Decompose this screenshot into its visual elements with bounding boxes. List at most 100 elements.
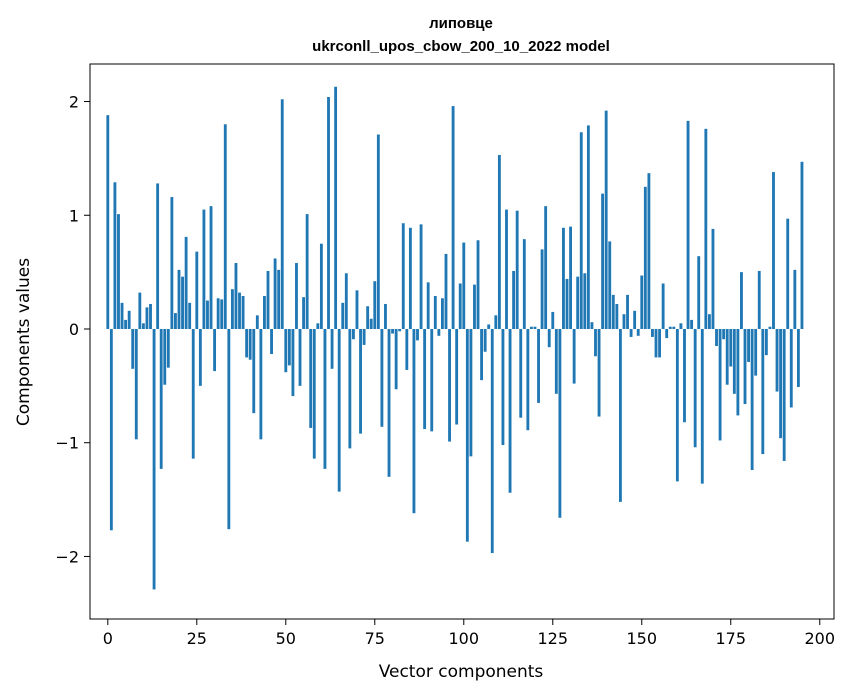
bar — [611, 294, 615, 329]
bar — [480, 328, 484, 381]
bar — [583, 273, 587, 329]
bar — [654, 328, 658, 358]
bar — [707, 314, 711, 329]
bar — [348, 328, 352, 449]
bar — [238, 292, 241, 329]
bar — [565, 278, 569, 329]
bar — [366, 306, 370, 329]
x-axis-ticks: 0 25 50 75 100 125 150 175 200 — [103, 619, 835, 648]
bar — [195, 251, 199, 329]
bar — [618, 328, 622, 502]
bar — [622, 314, 626, 329]
bar — [455, 328, 459, 425]
bar — [537, 328, 540, 403]
bar — [255, 315, 259, 329]
bar — [800, 161, 804, 329]
bar — [284, 328, 288, 373]
bar — [117, 214, 120, 329]
bar — [263, 296, 266, 329]
bar — [658, 328, 661, 358]
bar — [729, 328, 733, 367]
bar — [152, 328, 156, 590]
bar — [512, 270, 516, 329]
bar — [113, 182, 117, 329]
bar — [686, 120, 690, 329]
bar — [419, 224, 423, 329]
bar — [408, 227, 412, 329]
bar — [551, 311, 555, 329]
bar — [323, 328, 327, 469]
bar — [505, 209, 508, 329]
bar — [519, 328, 523, 418]
bar — [544, 206, 548, 329]
bar — [127, 310, 131, 329]
x-tick-label: 125 — [538, 629, 569, 648]
x-tick-label: 100 — [449, 629, 480, 648]
bar — [334, 86, 338, 329]
x-tick-label: 0 — [103, 629, 113, 648]
bar — [768, 326, 772, 329]
bar — [209, 206, 213, 329]
bar — [597, 328, 601, 417]
bar — [202, 209, 206, 329]
bar — [259, 328, 263, 440]
bar — [572, 328, 576, 384]
x-tick-label: 75 — [365, 629, 385, 648]
bar — [298, 328, 302, 386]
bar — [273, 258, 277, 329]
bar — [352, 328, 355, 340]
bar — [750, 328, 754, 471]
chart-subtitle: ukrconll_upos_cbow_200_10_2022 model — [312, 38, 610, 55]
bar — [640, 275, 644, 329]
bar — [743, 328, 747, 405]
bar — [355, 290, 359, 329]
bar — [672, 326, 676, 329]
bar — [302, 297, 306, 329]
bar — [693, 328, 697, 448]
bar — [661, 283, 665, 329]
bar — [476, 240, 480, 329]
bar — [558, 328, 562, 518]
bar — [629, 328, 633, 337]
bar — [494, 315, 498, 329]
bar — [316, 323, 320, 329]
bar — [469, 328, 473, 457]
bar — [170, 197, 174, 329]
bar — [775, 328, 779, 392]
bar — [732, 328, 736, 394]
bar — [444, 253, 448, 329]
bar — [280, 99, 284, 329]
bar — [401, 223, 405, 329]
bar — [433, 296, 437, 329]
bar — [266, 270, 270, 329]
bar — [547, 328, 551, 348]
bar — [533, 326, 537, 329]
bar — [437, 328, 441, 336]
bar — [490, 328, 494, 554]
bar — [141, 323, 145, 329]
bar — [270, 328, 273, 355]
bar — [213, 328, 217, 372]
bar — [241, 296, 245, 329]
bar — [359, 328, 362, 434]
bar — [166, 328, 170, 368]
bar — [131, 328, 135, 369]
bar — [223, 124, 227, 329]
bar — [569, 226, 572, 329]
bar — [608, 241, 612, 329]
bar — [198, 328, 202, 386]
bar — [230, 289, 234, 329]
bar — [515, 210, 519, 329]
bar — [711, 228, 715, 329]
bar — [700, 328, 704, 484]
bar — [796, 328, 800, 387]
bar — [287, 328, 291, 366]
bar — [789, 328, 793, 408]
bar — [715, 328, 718, 347]
x-tick-label: 150 — [626, 629, 657, 648]
y-axis-label: Components values — [14, 258, 34, 426]
bar — [601, 193, 605, 329]
bar — [522, 239, 526, 329]
bar — [145, 307, 149, 329]
bar — [683, 328, 686, 423]
